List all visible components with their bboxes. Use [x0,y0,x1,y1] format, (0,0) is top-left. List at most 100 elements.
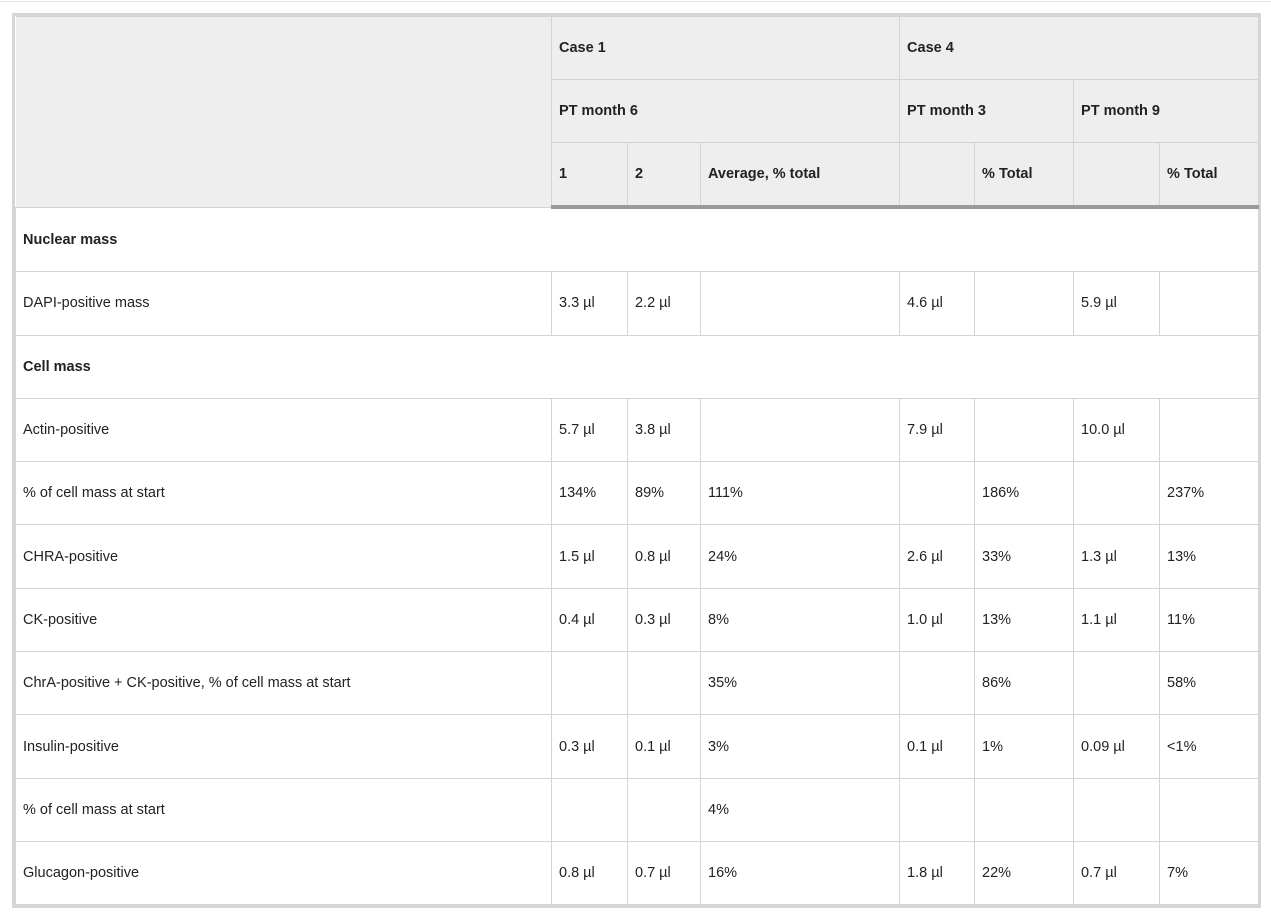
table-cell: 0.09 µl [1073,714,1161,779]
table-cell: 134% [551,461,628,526]
section-heading: Nuclear mass [14,206,1260,273]
data-table: Case 1 Case 4 PT month 6 PT month 3 PT m… [14,16,1260,906]
row-label: DAPI-positive mass [15,271,552,336]
row-label: CK-positive [15,587,552,653]
table-cell: 5.9 µl [1073,271,1161,336]
table-cell: 7% [1159,840,1260,906]
header-col-average: Average, % total [699,142,901,209]
table-row: % of cell mass at start 134% 89% 111% 186% 23… [15,461,1260,526]
table-cell: 0.4 µl [551,587,628,653]
table-row: CK-positive 0.4 µl 0.3 µl 8% 1.0 µl 13% 1.1 µl… [15,587,1260,653]
table-cell: 35% [699,651,901,716]
table-cell [974,271,1075,336]
table-cell [899,777,976,842]
table-cell [1159,777,1260,842]
header-pt-month-3: PT month 3 [899,79,1075,143]
table-cell: 0.8 µl [551,840,628,906]
table-cell: 7.9 µl [899,397,976,463]
table-cell [1073,651,1161,716]
table-cell: 86% [974,651,1075,716]
table-cell: 11% [1159,587,1260,653]
table-cell: 24% [699,524,901,589]
table-cell: 4% [699,777,901,842]
table-row: Actin-positive 5.7 µl 3.8 µl 7.9 µl 10.0 µl [15,397,1260,463]
table-cell: 3% [699,714,901,779]
table-cell: 89% [627,461,701,526]
table-cell [627,777,701,842]
table-cell: 1.1 µl [1073,587,1161,653]
table-cell: 186% [974,461,1075,526]
table-cell: 10.0 µl [1073,397,1161,463]
table-cell [1159,271,1260,336]
table-cell: 0.7 µl [1073,840,1161,906]
table-cell: 1.8 µl [899,840,976,906]
table-cell: 0.1 µl [899,714,976,779]
page-divider [0,1,1271,2]
header-pt-month-6: PT month 6 [550,79,901,143]
table-cell: <1% [1159,714,1260,779]
table-cell: 0.3 µl [627,587,701,653]
table-cell [699,271,901,336]
table-cell [699,397,901,463]
table-cell [627,651,701,716]
data-table-container: Case 1 Case 4 PT month 6 PT month 3 PT m… [12,13,1261,909]
table-cell: 33% [974,524,1075,589]
table-cell: 0.8 µl [627,524,701,589]
table-cell: 4.6 µl [899,271,976,336]
table-cell: 16% [699,840,901,906]
table-cell: 0.1 µl [627,714,701,779]
row-label: ChrA-positive + CK-positive, % of cell m… [15,651,552,716]
table-cell: 2.6 µl [899,524,976,589]
table-row: Insulin-positive 0.3 µl 0.1 µl 3% 0.1 µl 1% 0.… [15,714,1260,779]
table-cell: 1.3 µl [1073,524,1161,589]
table-cell: 2.2 µl [627,271,701,336]
table-row: DAPI-positive mass 3.3 µl 2.2 µl 4.6 µl 5.9 … [15,271,1260,336]
table-cell: 3.8 µl [627,397,701,463]
table-cell: 0.3 µl [551,714,628,779]
header-case-4: Case 4 [899,16,1260,80]
header-case-1: Case 1 [550,16,901,80]
table-cell: 3.3 µl [551,271,628,336]
table-body: Nuclear mass DAPI-positive mass 3.3 µl 2.2 … [14,206,1260,906]
table-cell: 1.5 µl [551,524,628,589]
row-label: Insulin-positive [15,714,552,779]
table-cell: 1.0 µl [899,587,976,653]
table-cell: 0.7 µl [627,840,701,906]
row-label: Glucagon-positive [15,840,552,906]
table-cell [1073,777,1161,842]
table-cell: 8% [699,587,901,653]
header-pt-month-9: PT month 9 [1073,79,1260,143]
table-row: Glucagon-positive 0.8 µl 0.7 µl 16% 1.8 µl 22… [15,840,1260,906]
table-cell: 13% [974,587,1075,653]
table-cell: 22% [974,840,1075,906]
table-cell [974,777,1075,842]
table-cell [1073,461,1161,526]
section-heading: Cell mass [14,334,1260,399]
header-empty-cell [15,16,552,208]
header-col-month3-value [899,142,976,209]
table-cell: 111% [699,461,901,526]
header-row-columns: 1 2 Average, % total % Total % Total [16,142,1260,209]
section-row: Nuclear mass [14,206,1260,273]
table-cell: 237% [1159,461,1260,526]
row-label: CHRA-positive [15,524,552,589]
row-label: Actin-positive [15,397,552,463]
table-row: % of cell mass at start 4% [15,777,1260,842]
header-col-month3-total: % Total [974,142,1075,209]
header-col-month9-total: % Total [1159,142,1260,209]
header-row-month: PT month 6 PT month 3 PT month 9 [16,79,1260,143]
table-cell: 13% [1159,524,1260,589]
row-label: % of cell mass at start [15,777,552,842]
table-cell: 1% [974,714,1075,779]
header-col-2: 2 [627,142,701,209]
row-label: % of cell mass at start [15,461,552,526]
table-cell [899,651,976,716]
header-col-1: 1 [551,142,628,209]
header-col-month9-value [1073,142,1161,209]
table-cell [974,397,1075,463]
header-row-case: Case 1 Case 4 [15,16,1260,208]
table-cell [551,651,628,716]
table-cell: 58% [1159,651,1260,716]
table-cell [551,777,628,842]
table-header: Case 1 Case 4 PT month 6 PT month 3 PT m… [15,16,1260,209]
